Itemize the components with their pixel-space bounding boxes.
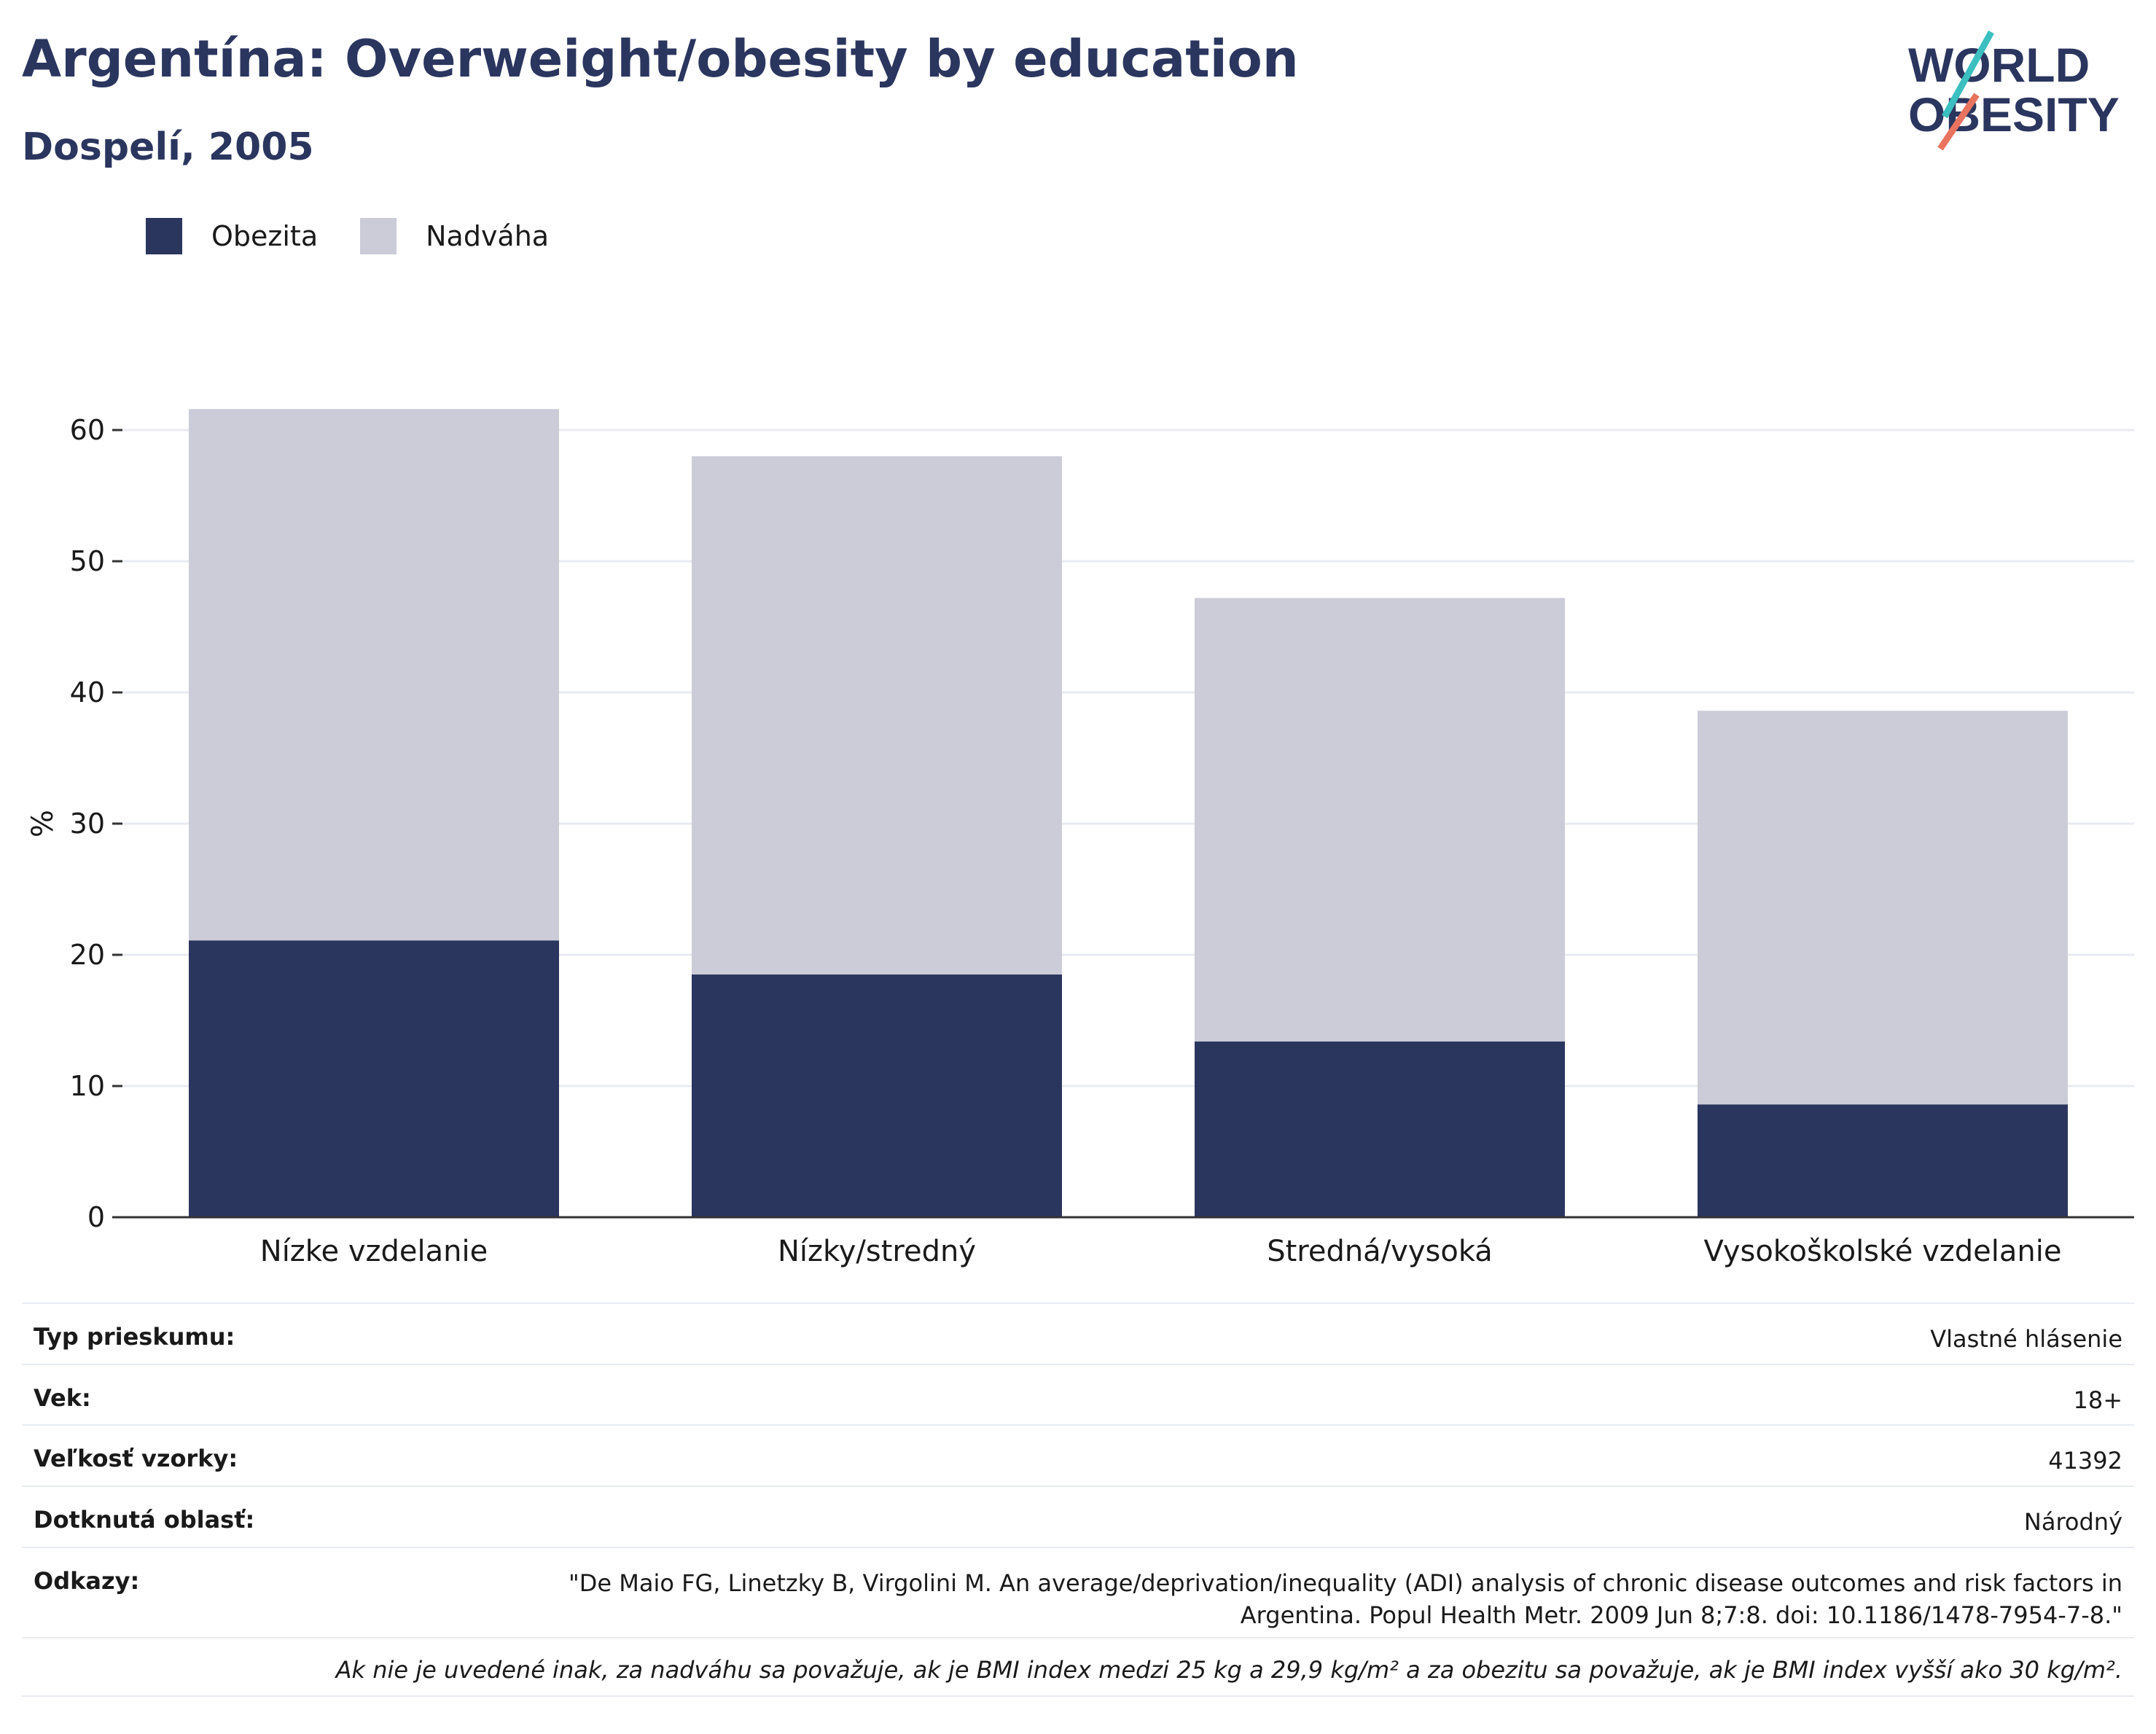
bar-obezita-3 — [1698, 1104, 2068, 1217]
legend-swatch-obezita — [146, 218, 182, 254]
legend-swatch-nadvaha — [360, 218, 397, 254]
x-tick-label: Nízky/stredný — [778, 1235, 976, 1268]
meta-row-references: Odkazy: "De Maio FG, Linetzky B, Virgoli… — [22, 1547, 2134, 1637]
meta-key: Veľkosť vzorky: — [34, 1445, 238, 1472]
y-tick-label: 0 — [87, 1201, 105, 1233]
meta-value: Národný — [2023, 1508, 2122, 1536]
meta-row-sample-size: Veľkosť vzorky: 41392 — [22, 1424, 2134, 1485]
meta-key: Odkazy: — [34, 1567, 140, 1595]
bar-chart: 0 10 20 30 40 50 60% Nízke vzdelanie Nízky/stred… — [26, 409, 2134, 1268]
world-obesity-logo: WORLD OBESITY — [1908, 30, 2120, 151]
bar-nadváha-0 — [189, 409, 559, 941]
meta-value: "De Maio FG, Linetzky B, Virgolini M. An… — [569, 1569, 2122, 1629]
chart-subtitle: Dospelí, 2005 — [22, 125, 314, 169]
legend-label-obezita: Obezita — [211, 220, 319, 252]
meta-row-age: Vek: 18+ — [22, 1364, 2134, 1424]
bar-nadváha-3 — [1698, 711, 2068, 1105]
x-tick-label: Nízke vzdelanie — [260, 1235, 488, 1268]
bar-obezita-2 — [1195, 1041, 1565, 1217]
x-tick-label: Stredná/vysoká — [1267, 1235, 1493, 1268]
bar-nadváha-1 — [692, 456, 1062, 975]
y-axis-label: % — [26, 810, 60, 837]
legend: Obezita Nadváha — [146, 216, 591, 257]
meta-value: Vlastné hlásenie — [1930, 1325, 2122, 1353]
meta-key: Dotknutá oblasť: — [34, 1506, 255, 1534]
meta-key: Vek: — [34, 1384, 91, 1412]
x-tick-label: Vysokoškolské vzdelanie — [1704, 1235, 2062, 1268]
survey-info-table: Typ prieskumu: Vlastné hlásenie Vek: 18+… — [22, 1303, 2134, 1697]
y-tick-label: 60 — [70, 414, 105, 446]
svg-text:OBESITY: OBESITY — [1908, 87, 2120, 141]
meta-row-survey-type: Typ prieskumu: Vlastné hlásenie — [22, 1303, 2134, 1364]
bmi-definition-note: Ak nie je uvedené inak, za nadváhu sa po… — [22, 1637, 2134, 1697]
legend-item-nadvaha[interactable]: Nadváha — [360, 218, 549, 254]
y-tick-label: 50 — [70, 545, 105, 577]
meta-key: Typ prieskumu: — [34, 1323, 235, 1351]
legend-label-nadvaha: Nadváha — [426, 220, 550, 252]
y-tick-label: 10 — [70, 1070, 105, 1102]
meta-row-area: Dotknutá oblasť: Národný — [22, 1485, 2134, 1547]
bar-nadváha-2 — [1195, 598, 1565, 1042]
chart-title: Argentína: Overweight/obesity by educati… — [22, 29, 1299, 89]
y-tick-label: 40 — [70, 676, 105, 708]
meta-value: 41392 — [2048, 1447, 2122, 1475]
bar-obezita-0 — [189, 940, 559, 1217]
legend-item-obezita[interactable]: Obezita — [146, 218, 318, 254]
y-tick-label: 30 — [70, 808, 105, 840]
bar-obezita-1 — [692, 975, 1062, 1217]
y-tick-label: 20 — [70, 939, 105, 971]
meta-value: 18+ — [2073, 1386, 2122, 1414]
svg-text:WORLD: WORLD — [1908, 38, 2090, 92]
